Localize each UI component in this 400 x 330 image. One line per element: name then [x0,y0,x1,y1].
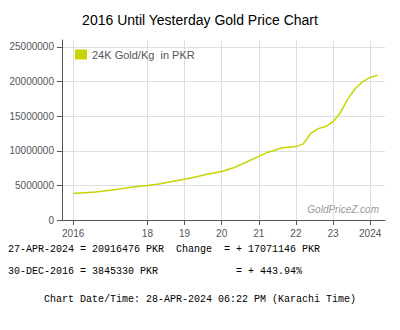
svg-text:5000000: 5000000 [15,180,54,191]
svg-text:GoldPriceZ.com: GoldPriceZ.com [307,204,379,215]
svg-text:19: 19 [179,228,191,239]
svg-text:20000000: 20000000 [10,76,55,87]
svg-text:23: 23 [327,228,339,239]
svg-text:2016: 2016 [62,228,85,239]
svg-text:18: 18 [142,228,154,239]
svg-text:27-APR-2024 = 20916476 PKR Ch: 27-APR-2024 = 20916476 PKR Change = + 17… [8,244,320,255]
svg-text:15000000: 15000000 [10,111,55,122]
svg-text:2016 Until Yesterday Gold Pric: 2016 Until Yesterday Gold Price Chart [82,12,318,28]
svg-text:30-DEC-2016 = 3845330 PKR: 30-DEC-2016 = 3845330 PKR = + 443.94% [8,266,302,277]
svg-text:25000000: 25000000 [10,41,55,52]
svg-text:22: 22 [290,228,302,239]
svg-text:10000000: 10000000 [10,145,55,156]
svg-text:2024: 2024 [359,228,382,239]
svg-text:20: 20 [216,228,228,239]
svg-text:0: 0 [48,215,54,226]
svg-text:21: 21 [253,228,265,239]
svg-text:Chart Date/Time: 28-APR-2024 0: Chart Date/Time: 28-APR-2024 06:22 PM (K… [44,294,356,305]
svg-text:24K Gold/Kg in PKR: 24K Gold/Kg in PKR [92,49,195,61]
